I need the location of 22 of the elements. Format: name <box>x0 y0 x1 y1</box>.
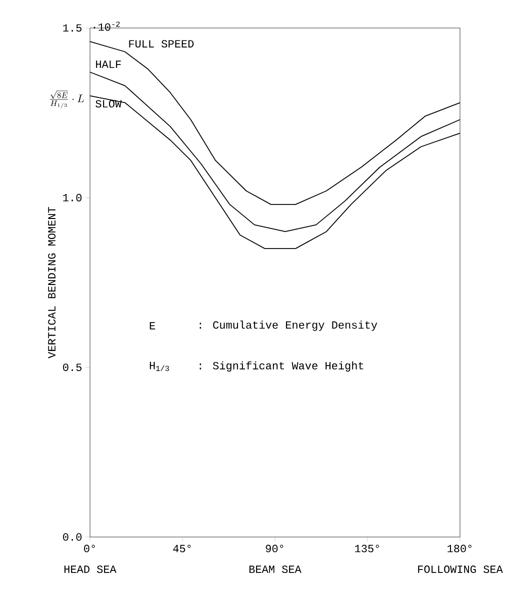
y-tick-label: 0.5 <box>63 364 82 372</box>
text: FOLLOWING SEA <box>418 566 503 573</box>
annotation: : Significant Wave Height <box>200 361 364 372</box>
x-tick-label: 0° <box>84 544 95 552</box>
annotation: ·10$^{-2}$ <box>94 22 120 31</box>
x-tick-label: 90° <box>266 544 284 552</box>
text: $\frac{\sqrt{8E}}{H_{1/3}}\cdot L$ <box>50 90 84 108</box>
x-tick-label: 180° <box>448 544 472 552</box>
x-tick-label: 45° <box>173 544 191 552</box>
series-label: SLOW <box>96 100 122 108</box>
series-label: HALF <box>96 60 121 68</box>
annotation: : Cumulative Energy Density <box>200 320 378 331</box>
series-label: FULL SPEED <box>129 40 194 48</box>
x-tick-label: 135° <box>355 544 379 552</box>
y-axis-title: VERTICAL BENDING MOMENT <box>48 207 56 358</box>
text: BEAM SEA <box>249 566 302 573</box>
text: HEAD SEA <box>64 566 116 573</box>
annotation: E <box>150 322 156 330</box>
y-tick-label: 1.0 <box>63 194 82 202</box>
y-tick-label: 0.0 <box>63 533 82 541</box>
y-tick-label: 1.5 <box>63 24 82 32</box>
annotation: H$_{1/3}$ <box>150 362 169 372</box>
